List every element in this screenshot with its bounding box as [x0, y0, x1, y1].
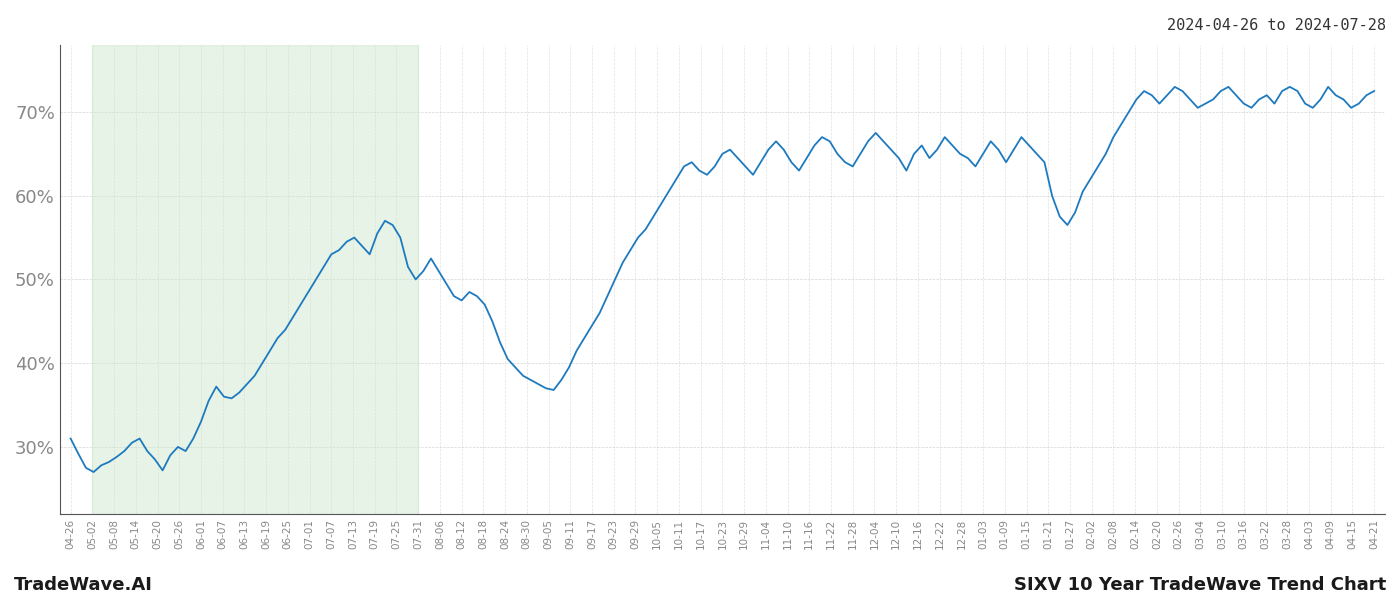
- Bar: [92, 45, 419, 514]
- Text: 2024-04-26 to 2024-07-28: 2024-04-26 to 2024-07-28: [1168, 18, 1386, 33]
- Text: SIXV 10 Year TradeWave Trend Chart: SIXV 10 Year TradeWave Trend Chart: [1014, 576, 1386, 594]
- Text: TradeWave.AI: TradeWave.AI: [14, 576, 153, 594]
